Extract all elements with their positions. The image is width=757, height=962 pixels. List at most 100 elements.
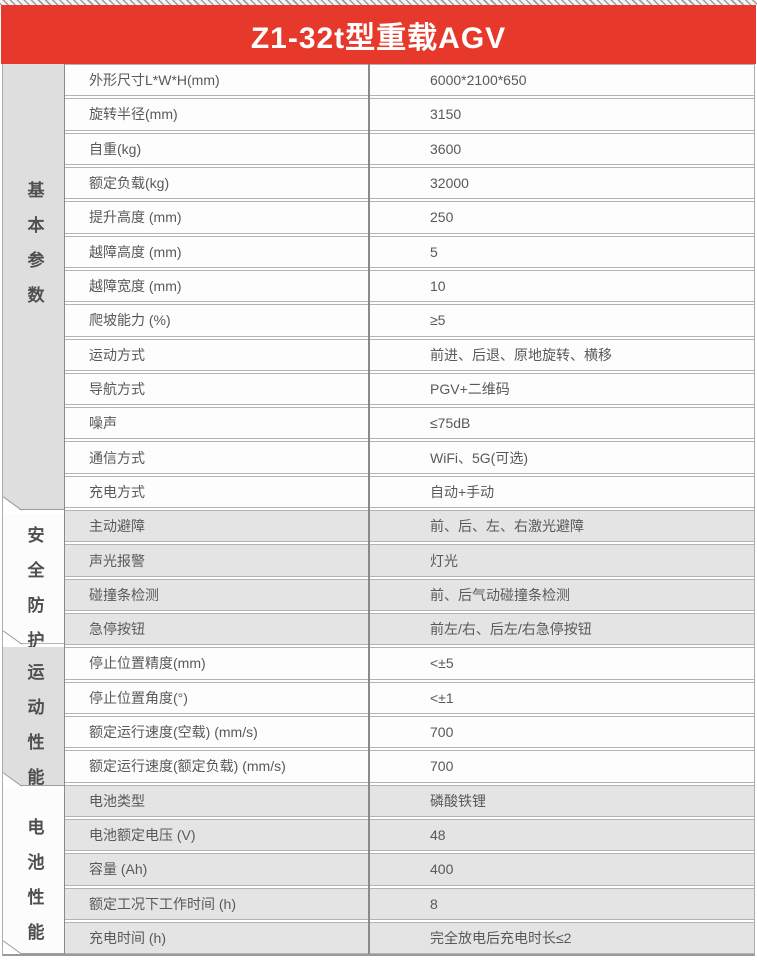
spec-value-cell: 前进、后退、原地旋转、横移: [430, 346, 612, 363]
spec-label-cell: 噪声: [89, 415, 117, 432]
section-title: 安全防护: [24, 525, 44, 666]
section-header-ribbon: [3, 789, 65, 954]
spec-value-cell: 3600: [430, 140, 462, 157]
section-title: 基本参数: [24, 181, 44, 322]
spec-value-cell: 前左/右、后左/右急停按钮: [430, 621, 592, 638]
spec-value-cell: 5: [430, 243, 438, 260]
spec-label-cell: 电池额定电压 (V): [89, 827, 196, 844]
section-header-2: 运动性能: [2, 647, 65, 803]
table-row: 容量 (Ah) 400: [65, 853, 754, 886]
section-header-1: 安全防护: [2, 513, 65, 666]
spec-value-cell: 8: [430, 895, 438, 912]
spec-value-cell: ≤75dB: [430, 415, 471, 432]
section-title-wrap: 基本参数: [3, 19, 65, 465]
section-header-ribbon: [3, 64, 65, 510]
label-value-column-divider: [368, 64, 370, 954]
table-row: 越障宽度 (mm) 10: [65, 269, 754, 303]
spec-label-cell: 额定运行速度(空载) (mm/s): [89, 724, 258, 741]
table-row: 噪声 ≤75dB: [65, 407, 754, 440]
table-row: 停止位置角度(°) <±1: [65, 681, 754, 714]
spec-label-cell: 导航方式: [89, 380, 145, 397]
spec-label-cell: 运动方式: [89, 346, 145, 363]
spec-value-cell: 700: [430, 724, 454, 741]
spec-label-cell: 旋转半径(mm): [89, 106, 178, 123]
sidebar-column-divider: [63, 64, 65, 954]
section-header-ribbon: [3, 647, 65, 786]
spec-table-body: 外形尺寸L*W*H(mm) 6000*2100*650 旋转半径(mm) 315…: [65, 64, 754, 955]
section-header-ribbon: [3, 513, 65, 643]
spec-label-cell: 急停按钮: [89, 621, 145, 638]
table-row: 爬坡能力 (%) ≥5: [65, 304, 754, 337]
table-row: 额定工况下工作时间 (h) 8: [65, 887, 754, 920]
section-title-wrap: 电池性能: [3, 797, 65, 962]
spec-label-cell: 提升高度 (mm): [89, 209, 182, 226]
table-row: 外形尺寸L*W*H(mm) 6000*2100*650: [65, 64, 754, 97]
table-row: 运动方式 前进、后退、原地旋转、横移: [65, 338, 754, 371]
spec-label-cell: 通信方式: [89, 449, 145, 466]
spec-label-cell: 停止位置精度(mm): [89, 655, 206, 672]
table-row: 额定负载(kg) 32000: [65, 166, 754, 200]
spec-label-cell: 额定运行速度(额定负载) (mm/s): [89, 758, 286, 775]
section-title-wrap: 运动性能: [3, 655, 65, 803]
spec-value-cell: 完全放电后充电时长≤2: [430, 929, 572, 946]
spec-label-cell: 停止位置角度(°): [89, 689, 188, 706]
table-row: 额定运行速度(空载) (mm/s) 700: [65, 715, 754, 749]
hatched-top-border: [0, 0, 757, 5]
product-title-banner: Z1-32t型重载AGV: [1, 5, 756, 64]
spec-value-cell: 32000: [430, 175, 469, 192]
spec-value-cell: 前、后、左、右激光避障: [430, 518, 584, 535]
table-row: 提升高度 (mm) 250: [65, 201, 754, 234]
section-sidebar: 基本参数 安全防护 运动性能 电池性能: [2, 64, 65, 958]
spec-value-cell: 48: [430, 827, 446, 844]
spec-value-cell: 自动+手动: [430, 483, 495, 500]
table-row: 电池类型 磷酸铁锂: [65, 784, 754, 817]
spec-value-cell: 3150: [430, 106, 462, 123]
table-row: 自重(kg) 3600: [65, 132, 754, 165]
spec-value-cell: 磷酸铁锂: [430, 792, 486, 809]
spec-label-cell: 爬坡能力 (%): [89, 312, 171, 329]
table-row: 导航方式 PGV+二维码: [65, 372, 754, 406]
spec-value-cell: PGV+二维码: [430, 380, 510, 397]
spec-value-cell: <±1: [430, 689, 454, 706]
spec-label-cell: 容量 (Ah): [89, 861, 148, 878]
table-row: 旋转半径(mm) 3150: [65, 98, 754, 131]
spec-label-cell: 充电方式: [89, 483, 145, 500]
spec-value-cell: 400: [430, 861, 454, 878]
table-row: 碰撞条检测 前、后气动碰撞条检测: [65, 578, 754, 611]
spec-value-cell: 灯光: [430, 552, 458, 569]
spec-label-cell: 越障宽度 (mm): [89, 278, 182, 295]
table-row: 电池额定电压 (V) 48: [65, 818, 754, 852]
page-title: Z1-32t型重载AGV: [250, 21, 507, 55]
table-row: 充电时间 (h) 完全放电后充电时长≤2: [65, 921, 754, 955]
spec-value-cell: WiFi、5G(可选): [430, 449, 528, 466]
spec-value-cell: ≥5: [430, 312, 446, 329]
table-row: 主动避障 前、后、左、右激光避障: [65, 510, 754, 543]
section-title: 运动性能: [24, 663, 44, 804]
spec-label-cell: 碰撞条检测: [89, 586, 159, 603]
table-row: 声光报警 灯光: [65, 544, 754, 577]
spec-label-cell: 主动避障: [89, 518, 145, 535]
table-row: 充电方式 自动+手动: [65, 475, 754, 509]
spec-table: 基本参数 安全防护 运动性能 电池性能 外形尺寸L*W*H(mm) 6000*2…: [2, 64, 755, 958]
section-header-0: 基本参数: [2, 64, 65, 512]
section-title: 电池性能: [24, 818, 44, 959]
spec-value-cell: 10: [430, 278, 446, 295]
table-row: 通信方式 WiFi、5G(可选): [65, 441, 754, 474]
spec-label-cell: 电池类型: [89, 792, 145, 809]
spec-label-cell: 外形尺寸L*W*H(mm): [89, 72, 220, 89]
section-title-wrap: 安全防护: [3, 521, 65, 666]
spec-label-cell: 声光报警: [89, 552, 145, 569]
spec-label-cell: 自重(kg): [89, 140, 142, 157]
spec-value-cell: 前、后气动碰撞条检测: [430, 586, 570, 603]
spec-value-cell: 6000*2100*650: [430, 72, 527, 89]
spec-label-cell: 额定负载(kg): [89, 175, 170, 192]
section-header-3: 电池性能: [2, 789, 65, 958]
spec-label-cell: 越障高度 (mm): [89, 243, 182, 260]
spec-label-cell: 充电时间 (h): [89, 929, 166, 946]
spec-value-cell: 250: [430, 209, 454, 226]
spec-value-cell: <±5: [430, 655, 454, 672]
table-row: 停止位置精度(mm) <±5: [65, 647, 754, 680]
table-row: 急停按钮 前左/右、后左/右急停按钮: [65, 613, 754, 646]
spec-label-cell: 额定工况下工作时间 (h): [89, 895, 236, 912]
